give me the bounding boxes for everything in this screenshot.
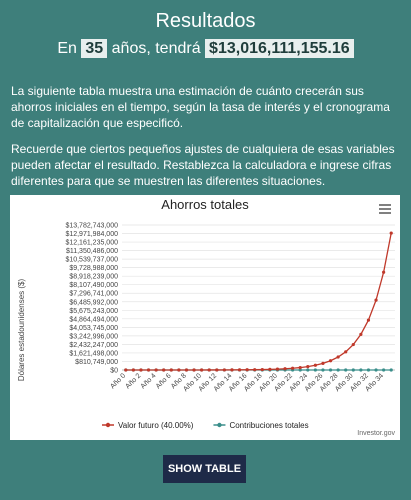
data-point (283, 367, 287, 371)
y-tick-label: $810,749,000 (75, 359, 118, 366)
data-point (374, 298, 378, 302)
show-table-button[interactable]: SHOW TABLE (163, 455, 246, 483)
data-point (321, 368, 325, 372)
data-point (344, 368, 348, 372)
years: 35 (81, 39, 108, 58)
data-point (382, 270, 386, 274)
data-point (382, 368, 386, 372)
data-point (389, 231, 393, 235)
chart: Ahorros totales Dólares estadounidenses … (10, 195, 400, 440)
data-point (200, 368, 204, 372)
data-point (359, 332, 363, 336)
data-point (245, 368, 249, 372)
y-tick-label: $8,918,239,000 (69, 274, 118, 281)
data-point (351, 368, 355, 372)
amount: $13,016,111,155.16 (205, 39, 354, 58)
data-point (162, 368, 166, 372)
x-tick-label: Año 6 (155, 372, 173, 390)
data-point (366, 368, 371, 372)
x-tick-label: Año 0 (109, 372, 127, 390)
x-tick-label: Año 2 (124, 372, 142, 390)
data-point (154, 368, 158, 372)
data-point (169, 368, 173, 372)
data-point (177, 368, 181, 372)
data-point (336, 368, 340, 372)
data-point (359, 368, 363, 372)
middle: años, tendrá (111, 40, 201, 57)
y-tick-label: $1,621,498,000 (69, 350, 118, 357)
y-tick-label: $10,539,737,000 (65, 257, 118, 264)
data-point (275, 367, 280, 371)
y-tick-label: $11,350,486,000 (66, 248, 118, 255)
data-point (321, 361, 325, 365)
data-point (306, 365, 310, 369)
y-tick-label: $9,728,988,000 (69, 265, 118, 272)
legend-item: Valor futuro (40.00%) (102, 421, 194, 430)
y-tick-label: $0 (110, 368, 118, 375)
y-tick-label: $2,432,247,000 (69, 342, 118, 349)
data-point (139, 368, 143, 372)
data-point (328, 368, 333, 372)
data-point (230, 368, 234, 372)
data-point (291, 366, 295, 370)
legend-item: Contribuciones totales (213, 421, 309, 430)
data-point (215, 368, 219, 372)
data-point (131, 368, 135, 372)
legend-swatch-dot (217, 422, 222, 428)
y-tick-label: $6,485,992,000 (69, 299, 118, 306)
y-axis-label: Dólares estadounidenses ($) (17, 279, 26, 382)
y-tick-label: $3,242,996,000 (69, 333, 118, 340)
paragraph: La siguiente tabla muestra una estimació… (11, 84, 390, 130)
data-point (389, 368, 393, 372)
legend-label: Valor futuro (40.00%) (118, 421, 194, 430)
data-point (336, 355, 340, 359)
data-point (192, 368, 196, 372)
data-point (374, 368, 378, 372)
data-point (253, 368, 257, 372)
y-tick-label: $5,675,243,000 (69, 308, 118, 315)
y-tick-label: $12,161,235,000 (65, 240, 118, 247)
legend-swatch-dot (105, 422, 111, 428)
data-point (237, 368, 242, 372)
data-point (298, 365, 302, 370)
data-point (222, 368, 226, 372)
data-point (184, 368, 189, 372)
data-point (306, 368, 310, 372)
y-tick-label: $7,296,741,000 (69, 291, 118, 298)
data-point (366, 318, 371, 322)
data-point (207, 368, 211, 372)
results-title: Resultados (155, 10, 256, 32)
y-tick-label: $4,053,745,000 (69, 325, 118, 332)
data-point (298, 368, 302, 372)
data-point (313, 368, 317, 372)
y-tick-label: $12,971,984,000 (65, 231, 118, 238)
x-tick-label: Año 4 (140, 372, 158, 390)
data-point (260, 367, 264, 372)
data-point (146, 368, 151, 372)
legend-label: Contribuciones totales (229, 421, 308, 430)
y-tick-label: $13,782,743,000 (65, 223, 118, 230)
data-point (351, 342, 355, 347)
data-point (268, 367, 272, 371)
data-point (313, 363, 317, 367)
data-point (328, 359, 333, 363)
menu-icon[interactable] (379, 204, 391, 214)
y-tick-label: $8,107,490,000 (69, 282, 118, 289)
prefix: En (57, 40, 77, 57)
y-tick-label: $4,864,494,000 (69, 316, 118, 323)
chart-title: Ahorros totales (161, 197, 249, 212)
results-line: En 35 años, tendrá $13,016,111,155.16 (0, 39, 411, 58)
data-point (124, 368, 128, 372)
credit: Investor.gov (357, 430, 395, 437)
paragraph: Recuerde que ciertos pequeños ajustes de… (11, 142, 395, 188)
data-point (344, 350, 348, 354)
